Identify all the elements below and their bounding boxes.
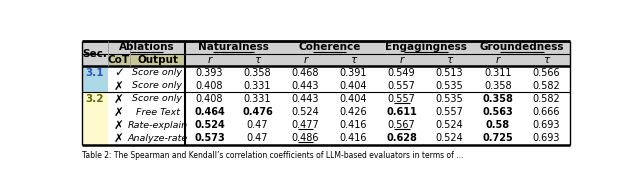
Bar — [81, 41, 570, 54]
Text: r: r — [495, 55, 500, 65]
Text: Groundedness: Groundedness — [479, 42, 564, 52]
Text: 0.443: 0.443 — [292, 94, 319, 104]
Text: 0.693: 0.693 — [532, 120, 559, 130]
Text: 0.58: 0.58 — [486, 120, 510, 130]
Text: Score only: Score only — [132, 68, 182, 77]
Text: 0.524: 0.524 — [292, 107, 319, 117]
Text: 0.535: 0.535 — [436, 81, 463, 91]
Text: 0.557: 0.557 — [388, 94, 415, 104]
Text: 0.566: 0.566 — [532, 68, 559, 78]
Text: 0.582: 0.582 — [532, 81, 559, 91]
Text: τ: τ — [543, 55, 549, 65]
Text: r: r — [207, 55, 212, 65]
Text: Analyze-rate: Analyze-rate — [127, 134, 188, 143]
Bar — [129, 54, 186, 66]
Text: Score only: Score only — [132, 81, 182, 90]
Text: 0.358: 0.358 — [483, 94, 513, 104]
Text: 0.486: 0.486 — [292, 133, 319, 143]
Bar — [81, 93, 108, 145]
Text: ✗: ✗ — [114, 132, 124, 145]
Text: 0.611: 0.611 — [387, 107, 417, 117]
Text: 0.404: 0.404 — [340, 94, 367, 104]
Text: CoT: CoT — [108, 55, 130, 65]
Text: 0.535: 0.535 — [436, 94, 463, 104]
Text: 0.666: 0.666 — [532, 107, 559, 117]
Text: τ: τ — [351, 55, 356, 65]
Bar — [81, 66, 108, 93]
Bar — [81, 41, 570, 152]
Text: Ablations: Ablations — [119, 42, 175, 52]
Text: 0.47: 0.47 — [247, 120, 268, 130]
Text: 0.524: 0.524 — [194, 120, 225, 130]
Text: Engagingness: Engagingness — [385, 42, 467, 52]
Text: r: r — [303, 55, 308, 65]
Text: 0.393: 0.393 — [196, 68, 223, 78]
Text: 0.476: 0.476 — [242, 107, 273, 117]
Text: 0.563: 0.563 — [483, 107, 513, 117]
Text: 0.725: 0.725 — [483, 133, 513, 143]
Text: 0.358: 0.358 — [484, 81, 511, 91]
Text: 0.443: 0.443 — [292, 81, 319, 91]
Text: 0.358: 0.358 — [244, 68, 271, 78]
Text: 0.567: 0.567 — [388, 120, 415, 130]
Text: 0.416: 0.416 — [340, 133, 367, 143]
Text: 0.468: 0.468 — [292, 68, 319, 78]
Text: 0.408: 0.408 — [196, 81, 223, 91]
Text: 3.2: 3.2 — [86, 94, 104, 104]
Text: Rate-explain: Rate-explain — [127, 121, 188, 130]
Text: Table 2: The Spearman and Kendall’s correlation coefficients of LLM-based evalua: Table 2: The Spearman and Kendall’s corr… — [81, 151, 463, 160]
Bar — [81, 54, 108, 66]
Bar — [186, 54, 570, 66]
Text: ✗: ✗ — [114, 106, 124, 119]
Text: 0.557: 0.557 — [388, 81, 415, 91]
Text: τ: τ — [254, 55, 260, 65]
Text: 0.557: 0.557 — [436, 107, 463, 117]
Text: 0.391: 0.391 — [340, 68, 367, 78]
Text: 0.416: 0.416 — [340, 120, 367, 130]
Text: Free Text: Free Text — [136, 108, 179, 117]
Text: 0.573: 0.573 — [194, 133, 225, 143]
Text: ✗: ✗ — [114, 119, 124, 132]
Text: Coherence: Coherence — [298, 42, 361, 52]
Text: Output: Output — [137, 55, 178, 65]
Text: Score only: Score only — [132, 94, 182, 103]
Text: τ: τ — [447, 55, 453, 65]
Text: Naturalness: Naturalness — [198, 42, 269, 52]
Text: 0.513: 0.513 — [436, 68, 463, 78]
Text: 0.628: 0.628 — [386, 133, 417, 143]
Text: 0.477: 0.477 — [292, 120, 319, 130]
Bar — [108, 54, 129, 66]
Text: Sec.: Sec. — [83, 49, 107, 58]
Text: ✓: ✓ — [114, 66, 124, 79]
Text: 0.311: 0.311 — [484, 68, 511, 78]
Text: ✗: ✗ — [114, 79, 124, 92]
Text: 0.426: 0.426 — [340, 107, 367, 117]
Text: 0.331: 0.331 — [244, 94, 271, 104]
Text: 0.404: 0.404 — [340, 81, 367, 91]
Text: 0.582: 0.582 — [532, 94, 559, 104]
Text: 0.693: 0.693 — [532, 133, 559, 143]
Text: 0.549: 0.549 — [388, 68, 415, 78]
Text: 0.408: 0.408 — [196, 94, 223, 104]
Text: 0.47: 0.47 — [247, 133, 268, 143]
Text: 3.1: 3.1 — [86, 68, 104, 78]
Text: 0.464: 0.464 — [194, 107, 225, 117]
Text: 0.331: 0.331 — [244, 81, 271, 91]
Text: ✗: ✗ — [114, 93, 124, 105]
Text: r: r — [399, 55, 404, 65]
Text: 0.524: 0.524 — [436, 133, 463, 143]
Text: 0.524: 0.524 — [436, 120, 463, 130]
